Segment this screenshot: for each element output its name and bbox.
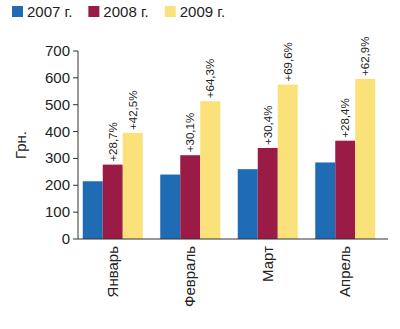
legend-label: 2007 г. [27,3,72,20]
bar [355,79,375,239]
y-tick [73,158,78,159]
y-tick [73,77,78,78]
x-tick-label: Март [259,246,276,282]
legend-swatch [12,6,23,17]
y-axis [78,51,79,239]
y-tick [73,104,78,105]
annotation: +69,6% [282,42,294,81]
annotation: +62,9% [359,37,371,76]
y-tick [73,131,78,132]
y-tick-label: 200 [45,176,70,193]
bars [83,79,376,239]
x-tick-label: Февраль [181,246,198,307]
legend-label: 2009 г. [180,3,225,20]
y-tick-label: 700 [45,42,70,59]
bar [278,85,298,239]
x-tick-label: Январь [104,246,121,298]
annotation: +28,7% [107,122,119,161]
y-tick [73,239,78,240]
legend-swatch [165,6,176,17]
x-tick-label: Апрель [336,246,353,297]
bar [83,181,103,239]
annotation: +64,3% [204,59,216,98]
y-axis-label: Грн. [12,131,29,159]
y-tick [73,185,78,186]
y-tick [73,51,78,52]
annotation: +28,4% [339,98,351,137]
y-tick [73,212,78,213]
bar [315,162,335,239]
y-tick-label: 0 [62,230,70,247]
annotation: +42,5% [127,91,139,130]
annotation: +30,4% [262,106,274,145]
x-axis [78,239,388,240]
bar [160,175,180,239]
bar [123,133,143,239]
y-tick-label: 600 [45,69,70,86]
bar [238,169,258,239]
legend-label: 2008 г. [103,3,148,20]
bar [180,155,200,239]
legend-swatch [88,6,99,17]
chart: 2007 г. 2008 г. 2009 г. Грн. 0 100 200 300 400 50… [0,0,400,329]
bar [335,141,355,239]
bar [103,165,123,239]
annotation: +30,1% [184,113,196,152]
y-tick-label: 400 [45,123,70,140]
bar [200,101,220,239]
y-tick-label: 500 [45,96,70,113]
y-tick-label: 100 [45,203,70,220]
bar [258,148,278,239]
y-tick-label: 300 [45,149,70,166]
